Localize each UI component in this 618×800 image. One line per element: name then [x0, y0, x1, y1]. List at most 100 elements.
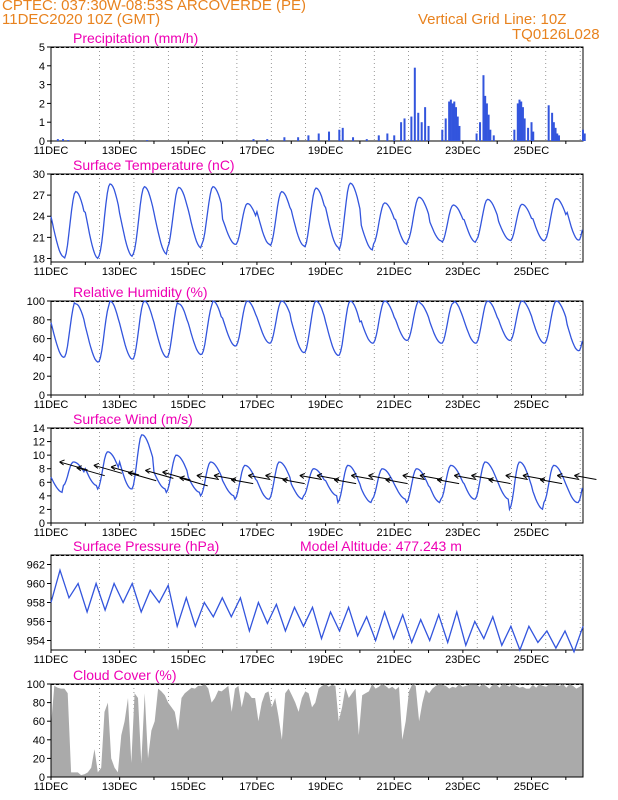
pressure-ytick-label: 960 — [27, 579, 45, 591]
precip-bar — [441, 129, 444, 141]
wind-arrow-head — [127, 470, 134, 477]
rh-xtick-label: 11DEC — [34, 399, 69, 411]
temp-ytick-label: 30 — [33, 169, 45, 181]
wind-arrow — [110, 466, 140, 476]
wind-arrow-head — [282, 477, 288, 483]
precip-bar — [530, 122, 533, 141]
precip-bar — [393, 135, 396, 141]
wind-arrow — [351, 475, 374, 480]
header-grid-line: Vertical Grid Line: 10Z — [418, 11, 567, 28]
precip-bar — [547, 105, 550, 141]
wind-line — [50, 434, 583, 512]
wind-arrow-head — [265, 473, 271, 479]
wind-xtick-label: 15DEC — [171, 527, 207, 539]
wind-arrow — [282, 479, 305, 485]
precip-bar — [67, 140, 70, 141]
precip-bar — [523, 118, 526, 141]
pressure-line — [50, 567, 584, 654]
pressure-xtick-label: 23DEC — [445, 654, 481, 666]
cloud-title: Cloud Cover (%) — [73, 667, 176, 683]
cloud-xtick-label: 23DEC — [445, 781, 481, 793]
wind-arrow — [248, 475, 271, 480]
cloud-xtick-label: 15DEC — [171, 781, 207, 793]
precip-bar — [455, 107, 458, 141]
wind-arrow-head — [574, 473, 580, 479]
temp-xtick-label: 17DEC — [239, 266, 275, 278]
precip-bar — [456, 116, 459, 141]
rh-ytick-label: 0 — [39, 390, 45, 402]
wind-arrow-head — [453, 473, 460, 479]
temp-title: Surface Temperature (nC) — [73, 157, 235, 173]
precip-bar — [513, 129, 516, 141]
wind-arrow-head — [213, 473, 220, 479]
wind-arrow-head — [539, 477, 546, 483]
pressure-title: Surface Pressure (hPa) — [73, 538, 219, 554]
pressure-ytick-label: 958 — [27, 598, 45, 610]
precip-bar — [485, 103, 488, 141]
wind-arrow-head — [488, 477, 494, 483]
precip-bar — [420, 122, 423, 141]
wind-arrow — [488, 479, 511, 485]
precip-frame — [50, 46, 584, 142]
temp-xtick-label: 25DEC — [514, 266, 550, 278]
wind-arrow — [93, 464, 123, 474]
precip-bar — [410, 116, 413, 141]
precip-bar — [487, 114, 490, 141]
cloud-ytick-label: 60 — [33, 716, 45, 728]
precip-bar — [146, 140, 149, 141]
wind-arrow — [128, 472, 157, 482]
pressure-ytick-label: 956 — [27, 617, 45, 629]
precip-bar — [484, 95, 487, 141]
precip-bar — [413, 67, 416, 141]
rh-xtick-label: 17DEC — [239, 399, 275, 411]
rh-xtick-label: 13DEC — [102, 399, 138, 411]
precip-bar — [516, 103, 519, 141]
precip-ytick-label: 2 — [39, 98, 45, 110]
wind-arrow-head — [333, 477, 340, 483]
precip-bar — [521, 107, 524, 141]
wind-arrow-head — [299, 473, 306, 479]
wind-title: Surface Wind (m/s) — [73, 411, 193, 427]
precip-xtick-label: 13DEC — [102, 145, 138, 157]
wind-arrow-head — [556, 473, 563, 479]
rh-title: Relative Humidity (%) — [73, 284, 208, 300]
precip-bar — [386, 133, 389, 141]
temp-ytick-label: 18 — [33, 253, 45, 265]
precip-bar — [297, 137, 300, 141]
precip-bar — [403, 118, 406, 141]
rh-ytick-label: 100 — [27, 296, 45, 308]
precip-bar — [266, 139, 269, 141]
precip-title: Precipitation (mm/h) — [73, 30, 198, 46]
wind-arrow-head — [110, 464, 117, 471]
precip-bar — [317, 133, 320, 141]
temp-ytick-label: 21 — [33, 232, 45, 244]
wind-arrow — [505, 475, 528, 480]
cloud-ytick-label: 20 — [33, 753, 45, 765]
precip-bar — [453, 101, 456, 141]
precip-xtick-label: 21DEC — [376, 145, 412, 157]
wind-arrow-head — [436, 477, 443, 483]
header-date: 11DEC2020 10Z (GMT) — [2, 11, 161, 28]
rh-ytick-label: 20 — [33, 371, 45, 383]
precip-bar — [489, 129, 492, 141]
cloud-xtick-label: 13DEC — [102, 781, 138, 793]
cloud-xtick-label: 21DEC — [376, 781, 412, 793]
rh-xtick-label: 23DEC — [445, 399, 481, 411]
temp-line — [50, 182, 583, 260]
rh-xtick-label: 21DEC — [376, 399, 412, 411]
wind-arrow — [162, 471, 191, 481]
wind-arrow-head — [385, 477, 391, 483]
rh-frame — [50, 300, 584, 396]
wind-arrow-head — [145, 467, 151, 474]
precip-bar — [365, 139, 368, 141]
wind-arrow-head — [471, 473, 477, 479]
wind-arrow-head — [196, 473, 203, 479]
wind-arrow-head — [59, 459, 65, 466]
precip-bar — [583, 133, 586, 141]
wind-arrow — [385, 479, 408, 485]
precip-bar — [527, 127, 530, 141]
wind-arrow-head — [179, 475, 185, 482]
pressure-frame — [50, 554, 584, 651]
precip-bar — [448, 101, 451, 141]
wind-ytick-label: 2 — [39, 504, 45, 516]
